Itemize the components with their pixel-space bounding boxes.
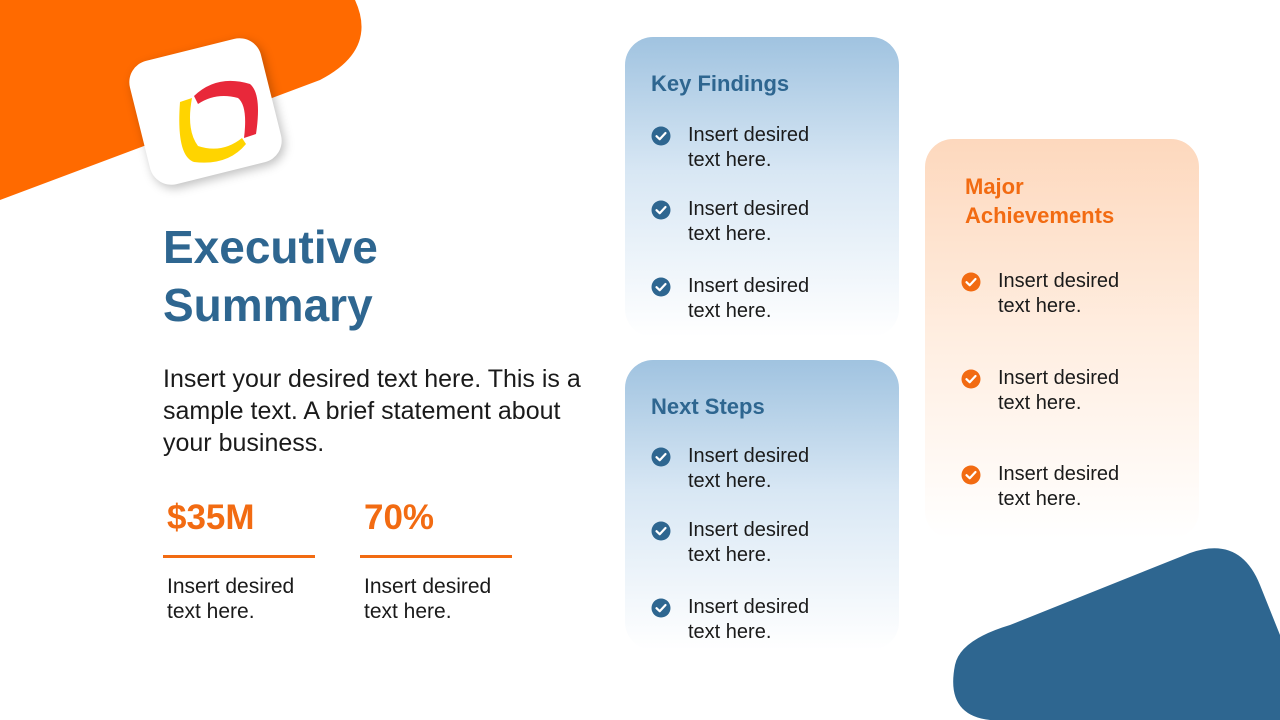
check-circle-icon [651,598,671,618]
list-item: Insert desired text here. [651,444,828,494]
blue-corner-shape [953,548,1280,720]
list-item: Insert desired text here. [961,462,1138,512]
check-circle-icon [651,277,671,297]
check-circle-icon [651,200,671,220]
item-text: Insert desired text here. [998,463,1120,510]
title-line-2: Summary [163,279,373,331]
page-title: Executive Summary [163,218,378,334]
list-item: Insert desired text here. [651,123,828,173]
intro-text: Insert your desired text here. This is a… [163,365,581,457]
major-achievements-card: Major Achievements Insert desired text h… [925,139,1199,539]
list-item: Insert desired text here. [961,269,1138,319]
next-steps-card: Next Steps Insert desired text here. Ins… [625,360,899,650]
card-title: Next Steps [651,394,765,419]
list-item: Insert desired text here. [651,197,828,247]
brand-logo [179,80,258,163]
stat-revenue: $35M Insert desired text here. [163,496,315,624]
check-circle-icon [651,447,671,467]
check-circle-icon [961,272,981,292]
item-text: Insert desired text here. [688,596,810,643]
item-text: Insert desired text here. [998,367,1120,414]
list-item: Insert desired text here. [651,595,828,645]
list-item: Insert desired text here. [961,366,1138,416]
stat-description: Insert desired text here. [167,575,295,623]
key-findings-card: Key Findings Insert desired text here. I… [625,37,899,337]
card-title: Key Findings [651,71,790,96]
stat-value: $35M [167,498,255,537]
check-circle-icon [961,465,981,485]
list-item: Insert desired text here. [651,518,828,568]
item-text: Insert desired text here. [688,445,810,492]
item-text: Insert desired text here. [998,270,1120,317]
stat-value: 70% [364,498,435,537]
check-circle-icon [651,521,671,541]
item-text: Insert desired text here. [688,275,810,322]
stat-description: Insert desired text here. [364,575,492,623]
stat-divider [360,555,512,558]
list-item: Insert desired text here. [651,274,828,324]
item-text: Insert desired text here. [688,519,810,566]
check-circle-icon [651,126,671,146]
check-circle-icon [961,369,981,389]
item-text: Insert desired text here. [688,198,810,245]
title-line-1: Executive [163,221,378,273]
card-title: Major Achievements [965,174,1115,228]
stat-divider [163,555,315,558]
item-text: Insert desired text here. [688,124,810,171]
stat-percentage: 70% Insert desired text here. [360,496,512,624]
